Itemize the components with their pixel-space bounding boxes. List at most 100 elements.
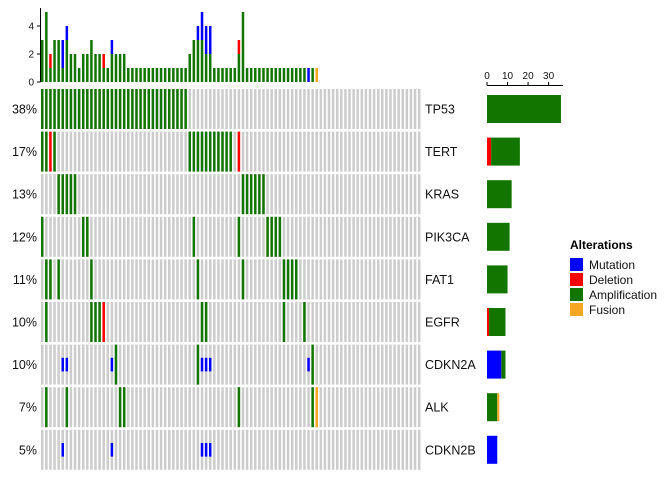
cell xyxy=(90,174,93,215)
cell xyxy=(385,216,388,257)
cell xyxy=(122,302,126,342)
cell xyxy=(286,216,290,257)
right-bar-amplification xyxy=(487,222,510,251)
cell xyxy=(196,174,200,215)
cell xyxy=(127,387,130,428)
cell xyxy=(331,387,335,428)
gene-label-ALK: ALK xyxy=(425,401,449,415)
cell xyxy=(368,216,372,257)
top-bar-segment xyxy=(290,68,294,82)
cell xyxy=(348,429,351,470)
amplification-cell xyxy=(110,89,114,129)
top-bar-segment xyxy=(90,40,93,82)
mutation-cell xyxy=(200,443,204,457)
cell xyxy=(114,174,118,215)
legend-swatch-fusion xyxy=(570,303,583,316)
amplification-cell xyxy=(122,387,126,428)
amplification-cell xyxy=(217,131,220,172)
amplification-cell xyxy=(163,89,167,129)
cell xyxy=(77,344,81,385)
cell xyxy=(135,216,138,257)
cell xyxy=(49,216,52,257)
right-x-tick-label: 20 xyxy=(523,71,535,82)
cell xyxy=(196,302,200,342)
cell xyxy=(278,302,282,342)
cell xyxy=(335,216,339,257)
cell xyxy=(315,259,318,300)
cell xyxy=(94,387,97,428)
cell xyxy=(213,302,216,342)
cell xyxy=(135,174,138,215)
cell xyxy=(155,259,159,300)
cell xyxy=(278,387,282,428)
legend-label-mutation: Mutation xyxy=(589,257,636,272)
cell xyxy=(274,387,278,428)
cell xyxy=(381,344,384,385)
cell xyxy=(409,131,413,172)
cell xyxy=(41,259,44,300)
cell xyxy=(405,302,409,342)
gene-row-EGFR xyxy=(41,302,421,342)
cell xyxy=(69,302,73,342)
cell xyxy=(381,131,384,172)
cell xyxy=(299,174,302,215)
cell xyxy=(381,89,384,129)
cell xyxy=(266,131,269,172)
cell xyxy=(286,429,290,470)
cell xyxy=(315,131,318,172)
cell xyxy=(163,131,167,172)
cell xyxy=(204,89,208,129)
cell xyxy=(368,344,372,385)
cell xyxy=(163,216,167,257)
top-bar-segment xyxy=(65,40,69,82)
cell xyxy=(282,216,286,257)
cell xyxy=(172,302,175,342)
amplification-cell xyxy=(213,131,216,172)
cell xyxy=(299,259,302,300)
cell xyxy=(41,302,44,342)
cell xyxy=(163,344,167,385)
cell xyxy=(352,89,355,129)
cell xyxy=(147,131,151,172)
cell xyxy=(401,216,405,257)
cell xyxy=(106,344,110,385)
cell xyxy=(81,259,85,300)
amplification-cell xyxy=(98,302,101,342)
gene-row-TP53 xyxy=(41,89,421,129)
amplification-cell xyxy=(143,89,146,129)
cell xyxy=(307,302,310,342)
amplification-cell xyxy=(118,89,122,129)
cell xyxy=(249,216,253,257)
gene-label-PIK3CA: PIK3CA xyxy=(425,230,470,244)
amplification-cell xyxy=(45,387,48,428)
cell xyxy=(90,344,93,385)
gene-row-FAT1 xyxy=(41,259,421,300)
cell xyxy=(229,302,232,342)
cell xyxy=(245,89,249,129)
amplification-cell xyxy=(237,216,241,257)
amplification-cell xyxy=(245,174,249,215)
cell xyxy=(327,387,331,428)
cell xyxy=(245,131,249,172)
cell xyxy=(53,344,56,385)
cell xyxy=(401,344,405,385)
cell xyxy=(311,216,314,257)
right-bar-fusion xyxy=(497,393,500,422)
cell xyxy=(299,429,302,470)
cell xyxy=(270,429,273,470)
amplification-cell xyxy=(184,89,187,129)
cell xyxy=(376,344,380,385)
cell xyxy=(258,259,261,300)
cell xyxy=(344,429,347,470)
mutation-cell xyxy=(208,443,212,457)
mutation-cell xyxy=(200,357,204,372)
cell xyxy=(110,174,114,215)
cell xyxy=(110,259,114,300)
mutation-cell xyxy=(204,357,208,372)
cell xyxy=(368,259,372,300)
cell xyxy=(282,429,286,470)
deletion-cell xyxy=(102,302,105,342)
top-bar-segment xyxy=(168,68,171,82)
cell xyxy=(352,387,355,428)
cell xyxy=(393,429,396,470)
